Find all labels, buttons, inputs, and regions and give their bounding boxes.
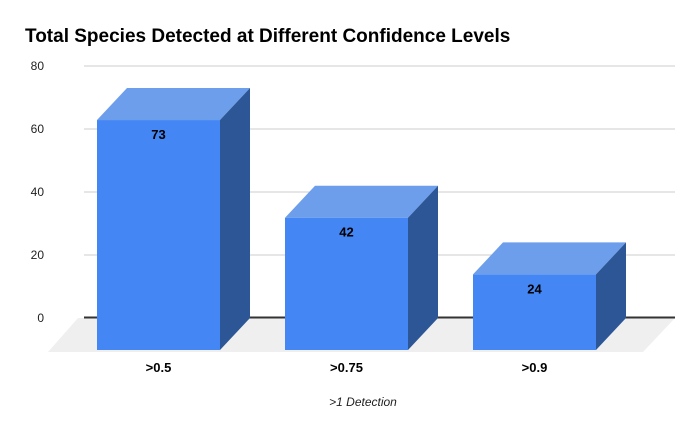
bar-front-face[interactable]: [97, 120, 220, 350]
bar-value-label: 24: [527, 281, 542, 296]
x-category-label: >0.5: [146, 360, 172, 375]
y-tick-label: 60: [31, 122, 45, 136]
bar-top-face[interactable]: [97, 88, 250, 121]
bar-value-label: 42: [339, 225, 353, 240]
bar-top-face[interactable]: [285, 185, 438, 218]
bar-side-face[interactable]: [220, 88, 250, 351]
bar-side-face[interactable]: [408, 185, 438, 350]
bar-front-face[interactable]: [473, 274, 596, 350]
x-axis-title: >1 Detection: [329, 395, 397, 409]
x-category-label: >0.9: [522, 360, 548, 375]
bar-value-label: 73: [151, 127, 165, 142]
bar-side-face[interactable]: [596, 242, 626, 350]
bar-top-face[interactable]: [473, 242, 626, 275]
y-tick-label: 40: [31, 185, 45, 199]
y-tick-label: 80: [31, 59, 45, 73]
chart-title: Total Species Detected at Different Conf…: [25, 26, 511, 47]
y-tick-label: 20: [31, 248, 45, 262]
y-tick-label: 0: [37, 311, 44, 325]
bar-front-face[interactable]: [285, 217, 408, 350]
x-category-label: >0.75: [330, 360, 363, 375]
